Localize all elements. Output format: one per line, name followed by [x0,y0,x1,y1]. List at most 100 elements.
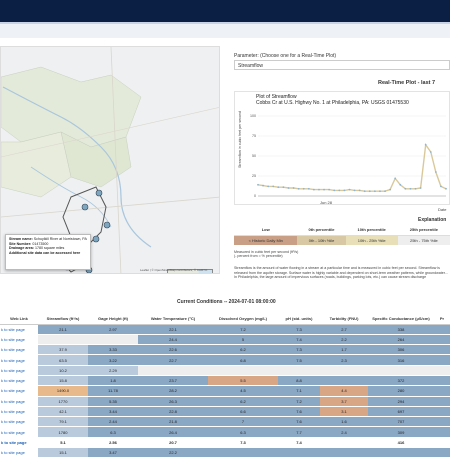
gauge-marker-icon[interactable] [95,189,103,197]
map-attribution[interactable]: Leaflet | © OpenStreetMap contributors, … [140,268,208,272]
popup-extra-link[interactable]: Additional site data can be accessed her… [9,250,81,255]
col-header-gage-height[interactable]: Gage Height (ft) [88,313,138,325]
plot-title-line2: Cobbs Cr at U.S. Highwy No. 1 at Philade… [256,99,409,106]
parameter-select[interactable]: Streamflow [234,60,450,70]
explanation-legend-table: Low 0th percentile 10th percentile 25th … [234,224,450,245]
table-cell: 8.8 [278,375,320,387]
units-note-line1: Measured in cubic feet per second (ft³/s… [234,250,299,254]
site-page-link[interactable]: k to site page [0,354,38,366]
table-cell [278,447,320,459]
table-cell: 6.8 [208,354,278,366]
gauge-marker-icon[interactable] [81,203,89,211]
popup-name-value: Schuylkill River at Norristown, PA [33,237,87,241]
table-cell [434,385,450,397]
table-cell [434,324,450,335]
table-cell [434,375,450,387]
table-cell: 21.8 [138,416,208,428]
plot-title-line1: Plot of Streamflow [256,94,297,100]
plot-xtick-1: Date [438,207,447,212]
table-cell: 5.35 [88,396,138,407]
site-page-link[interactable]: k to site page [0,385,38,397]
table-cell: 26.4 [138,426,208,438]
site-info-popup: Stream name: Schuylkill River at Norrist… [5,234,91,270]
table-cell [320,436,368,449]
table-cell: 4.4 [320,385,368,397]
table-cell: 316 [368,354,434,366]
gauge-marker-icon[interactable] [103,221,111,229]
col-header-pr[interactable]: Pr [434,313,450,325]
table-cell [320,375,368,387]
table-cell [434,406,450,418]
table-cell: 7.3 [208,436,278,449]
col-header-ph[interactable]: pH (std. units) [278,313,320,325]
table-cell: 24.4 [138,334,208,346]
table-cell: 6.6 [208,406,278,418]
table-cell [434,396,450,407]
table-cell: 42.1 [38,406,88,418]
col-header-conductance[interactable]: Specific Conductance (µS/cm) [368,313,434,325]
table-cell: 264 [368,334,434,346]
table-cell: 22.2 [138,447,208,459]
table-cell [208,365,278,376]
table-cell [368,365,434,376]
table-cell: 1.7 [320,344,368,356]
table-cell [434,334,450,346]
table-cell: 7.2 [278,396,320,407]
col-header-water-temp[interactable]: Water Temperature (°C) [138,313,208,325]
site-page-link[interactable]: k to site page [0,396,38,407]
site-page-link[interactable]: k to site page [0,436,38,449]
table-cell: 309 [368,426,434,438]
table-cell: 5.1 [38,436,88,449]
table-cell: 6.3 [208,426,278,438]
realtime-plot-header: Real-Time Plot - last 7 [378,80,436,86]
site-page-link[interactable]: k to site page [0,416,38,428]
table-cell: 4.5 [208,385,278,397]
gauge-marker-icon[interactable] [92,235,100,243]
plot-title: Plot of Streamflow Cobbs Cr at U.S. High… [256,94,409,107]
table-cell: 707 [368,416,434,428]
table-row-highlight: k to site page 5.1 2.56 20.7 7.3 7.4 416 [0,436,450,449]
col-header-streamflow[interactable]: Streamflow (ft³/s) [38,313,88,325]
table-cell: 63.5 [38,354,88,366]
table-cell [434,365,450,376]
table-cell: 3.44 [88,406,138,418]
site-page-link[interactable]: k to site page [0,344,38,356]
table-cell: 6.2 [208,344,278,356]
table-cell: 37.9 [38,344,88,356]
divider [0,22,450,24]
table-cell: 280 [368,385,434,397]
overview-inset-map[interactable] [167,269,213,273]
plot-container [234,91,450,205]
table-cell: 3.22 [88,354,138,366]
table-cell: 2.29 [88,365,138,376]
table-cell: 697 [368,406,434,418]
table-cell: 3.1 [320,406,368,418]
legend-cell-10-25: 10th - 25th %ile [345,235,398,245]
table-cell [434,447,450,459]
table-row: k to site page 1490.0 11.78 28.2 4.5 7.1 4.4 28… [0,385,450,397]
site-page-link[interactable]: k to site page [0,406,38,418]
site-page-link[interactable]: k to site page [0,365,38,376]
table-row: k to site page 24.4 5 7.4 2.2 264 [0,334,450,346]
table-cell: 15.1 [38,447,88,459]
site-page-link[interactable]: k to site page [0,324,38,335]
site-page-link[interactable]: k to site page [0,334,38,346]
table-cell: 22.6 [138,344,208,356]
table-cell: 26.3 [138,396,208,407]
site-page-link[interactable]: k to site page [0,426,38,438]
table-cell: 23.7 [138,375,208,387]
site-page-link[interactable]: k to site page [0,447,38,459]
table-cell: 2.97 [88,324,138,335]
popup-site-label: Site Number: [9,241,32,246]
table-cell: 2.4 [320,426,368,438]
sub-header-bar [0,24,450,38]
table-cell [320,365,368,376]
table-cell: 1780 [38,426,88,438]
table-cell: 7.3 [278,324,320,335]
col-header-dissolved-oxygen[interactable]: Dissolved Oxygen (mg/L) [208,313,278,325]
col-header-web-link[interactable]: Web Link [0,313,38,325]
stream-gauge-map[interactable]: Stream name: Schuylkill River at Norrist… [0,46,220,274]
table-cell: 6.3 [88,426,138,438]
site-page-link[interactable]: k to site page [0,375,38,387]
col-header-turbidity[interactable]: Turbidity (FNU) [320,313,368,325]
